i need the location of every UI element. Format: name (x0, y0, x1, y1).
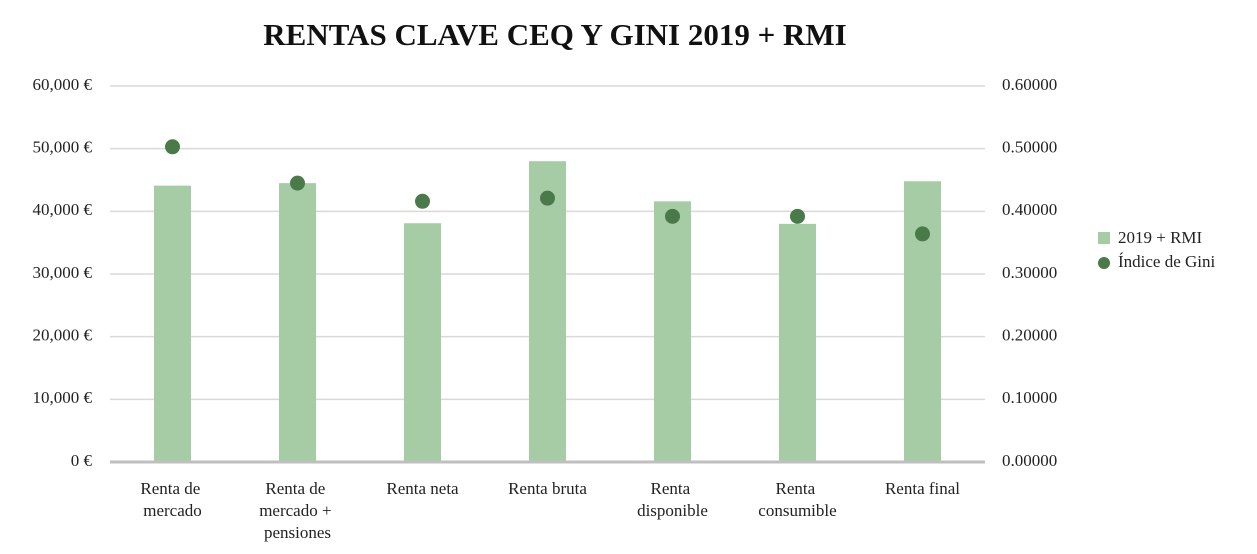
gini-dot (290, 175, 305, 191)
y-tick-label: 30,000 € (33, 263, 93, 282)
y-tick-label: 10,000 € (33, 388, 93, 407)
bar (779, 223, 816, 462)
gini-dot (165, 139, 180, 155)
gini-dot (915, 226, 930, 242)
y-tick-label: 40,000 € (33, 200, 93, 219)
y-tick-label: 60,000 € (33, 75, 93, 94)
x-tick-label: Renta disponible (637, 479, 708, 520)
y2-tick-label: 0.40000 (1002, 200, 1057, 219)
gini-dot (415, 193, 430, 209)
bar (279, 183, 316, 462)
legend-label: Índice de Gini (1118, 252, 1216, 271)
x-tick-label: Renta bruta (508, 479, 587, 498)
y-tick-label: 50,000 € (33, 138, 93, 157)
gini-dot (665, 208, 680, 224)
x-tick-label: Renta final (885, 479, 960, 498)
x-tick-label: Renta neta (386, 479, 459, 498)
x-tick-label: Renta consumible (758, 479, 836, 520)
gini-dot (540, 190, 555, 206)
bar (529, 161, 566, 462)
y2-tick-label: 0.00000 (1002, 451, 1057, 470)
y2-tick-label: 0.60000 (1002, 75, 1057, 94)
y2-tick-label: 0.20000 (1002, 326, 1057, 345)
bar (404, 223, 441, 462)
x-tick-label: Renta de mercado + pensiones (259, 479, 336, 542)
y2-tick-label: 0.30000 (1002, 263, 1057, 282)
y-tick-label: 0 € (71, 451, 93, 470)
legend-swatch (1098, 232, 1110, 244)
chart-title: RENTAS CLAVE CEQ Y GINI 2019 + RMI (263, 17, 847, 52)
y-tick-label: 20,000 € (33, 326, 93, 345)
y2-tick-label: 0.10000 (1002, 388, 1057, 407)
legend-label: 2019 + RMI (1118, 228, 1203, 247)
y2-tick-label: 0.50000 (1002, 138, 1057, 157)
x-tick-label: Renta de mercado (140, 479, 204, 520)
bar (904, 181, 941, 462)
gini-dot (790, 208, 805, 224)
legend-swatch (1098, 257, 1110, 269)
bar (654, 201, 691, 462)
bar (154, 185, 191, 462)
